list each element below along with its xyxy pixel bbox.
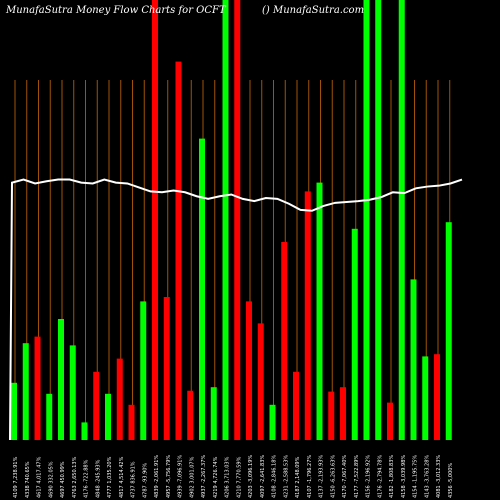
- money-flow-bar: [351, 228, 358, 440]
- x-tick-label: 4137 -2,193.93%: [319, 455, 325, 498]
- vertical-grid: [14, 80, 451, 440]
- money-flow-bar: [445, 222, 452, 440]
- x-tick-label: 4697 450.99%: [60, 461, 66, 498]
- money-flow-bar: [293, 371, 299, 440]
- x-tick-label: 4219 4,726.74%: [213, 456, 219, 498]
- money-flow-bar: [116, 358, 123, 440]
- x-tick-label: 4176 -2,794.78%: [377, 455, 383, 498]
- x-tick-label: 4177 -7,522.89%: [354, 455, 360, 498]
- money-flow-bar: [46, 393, 53, 440]
- x-tick-label: 4154 -1,195.75%: [413, 455, 419, 498]
- money-flow-bar: [163, 297, 170, 440]
- x-tick-label: 4158 -3,039.98%: [401, 455, 407, 498]
- x-tick-label: 4957 -5,756.79%: [166, 455, 172, 498]
- x-tick-label: 4231 -2,588.53%: [283, 455, 289, 498]
- money-flow-bar: [58, 319, 64, 440]
- price-line: [9, 178, 463, 441]
- x-tick-label: 4176 -722.88%: [84, 459, 90, 498]
- money-flow-bar: [269, 404, 276, 440]
- money-flow-bar: [199, 138, 205, 440]
- money-flow-bar: [422, 356, 429, 440]
- x-tick-label: 4617 4,017.47%: [37, 456, 43, 498]
- money-flow-bar: [222, 0, 229, 440]
- x-tick-label: 4777 1,035.20%: [107, 456, 113, 498]
- money-flow-bar: [410, 279, 417, 440]
- x-tick-label: 4690 332.05%: [48, 461, 54, 498]
- money-flow-bar: [22, 343, 29, 440]
- money-flow-bar: [234, 0, 241, 440]
- money-flow-bar: [246, 301, 252, 440]
- x-tick-label: 4081 -3,012.33%: [436, 455, 442, 498]
- money-flow-bar: [175, 61, 182, 440]
- x-tick-label: 4182 -1,808.83%: [389, 455, 395, 498]
- money-flow-bar: [128, 404, 135, 440]
- money-flow-bar: [316, 182, 323, 440]
- money-flow-bar: [34, 336, 41, 440]
- x-tick-label: 4787 -93.90%: [142, 463, 148, 498]
- money-flow-bar: [105, 393, 111, 440]
- x-tick-label: 4848 -245.93%: [95, 459, 101, 498]
- x-tick-label: 4150 -6,263.63%: [330, 455, 336, 498]
- x-tick-label: 4939 -7,096.91%: [178, 455, 184, 498]
- money-flow-bar: [398, 0, 405, 440]
- x-tick-label: 4107 -1,796.27%: [307, 455, 313, 498]
- x-tick-label: 4203 -3,096.19%: [248, 455, 254, 498]
- x-tick-label: 4156 -2,196.92%: [366, 455, 372, 498]
- money-flow-bar: [152, 0, 158, 440]
- money-flow-bar: [93, 371, 100, 440]
- x-tick-label: 4097 -2,641.83%: [260, 455, 266, 498]
- money-flow-bar: [340, 387, 346, 440]
- x-tick-label: 4356 -5,000%: [448, 463, 454, 498]
- x-tick-label: 4170 -7,067.40%: [342, 455, 348, 498]
- x-tick-label: 4737 836.91%: [131, 461, 137, 498]
- x-tick-label: 4902 3,001.07%: [189, 456, 195, 498]
- x-tick-label: 4109 7,238.91%: [13, 456, 19, 498]
- money-flow-bar: [187, 390, 194, 440]
- x-axis-labels: 4109 7,238.91% 4338 740.65% 4617 4,017.47%…: [13, 455, 454, 498]
- money-flow-bar: [69, 345, 76, 440]
- x-tick-label: 4187 2,148.09%: [295, 456, 301, 498]
- x-tick-label: 4210 7,770.59%: [236, 456, 242, 498]
- money-flow-bar: [434, 354, 440, 440]
- x-tick-label: 4108 -2,846.18%: [272, 455, 278, 498]
- money-flow-bar: [375, 0, 382, 440]
- chart-title: MunafaSutra Money Flow Charts for OCFT: [6, 5, 226, 16]
- money-flow-bar: [328, 391, 335, 440]
- money-flow-bar: [281, 242, 288, 440]
- money-flow-bar: [81, 422, 88, 440]
- money-flow-bar: [257, 323, 264, 440]
- x-tick-label: 4763 2,650.13%: [72, 456, 78, 498]
- money-flow-bar: [210, 387, 217, 440]
- money-flow-bar: [304, 191, 311, 440]
- money-flow-bars: [11, 0, 452, 440]
- x-tick-label: 4143 -3,763.28%: [424, 455, 430, 498]
- money-flow-bar: [387, 402, 393, 440]
- site-credit: () MunafaSutra.com: [262, 5, 365, 16]
- money-flow-bar: [140, 301, 147, 440]
- x-tick-label: 4937 -2,267.37%: [201, 455, 207, 498]
- x-tick-label: 4206 3,713.03%: [225, 456, 231, 498]
- x-tick-label: 4839 -2,061.91%: [154, 455, 160, 498]
- money-flow-bar: [11, 382, 17, 440]
- x-tick-label: 4817 4,514.42%: [119, 456, 125, 498]
- x-tick-label: 4338 740.65%: [25, 461, 31, 498]
- money-flow-bar: [363, 0, 370, 440]
